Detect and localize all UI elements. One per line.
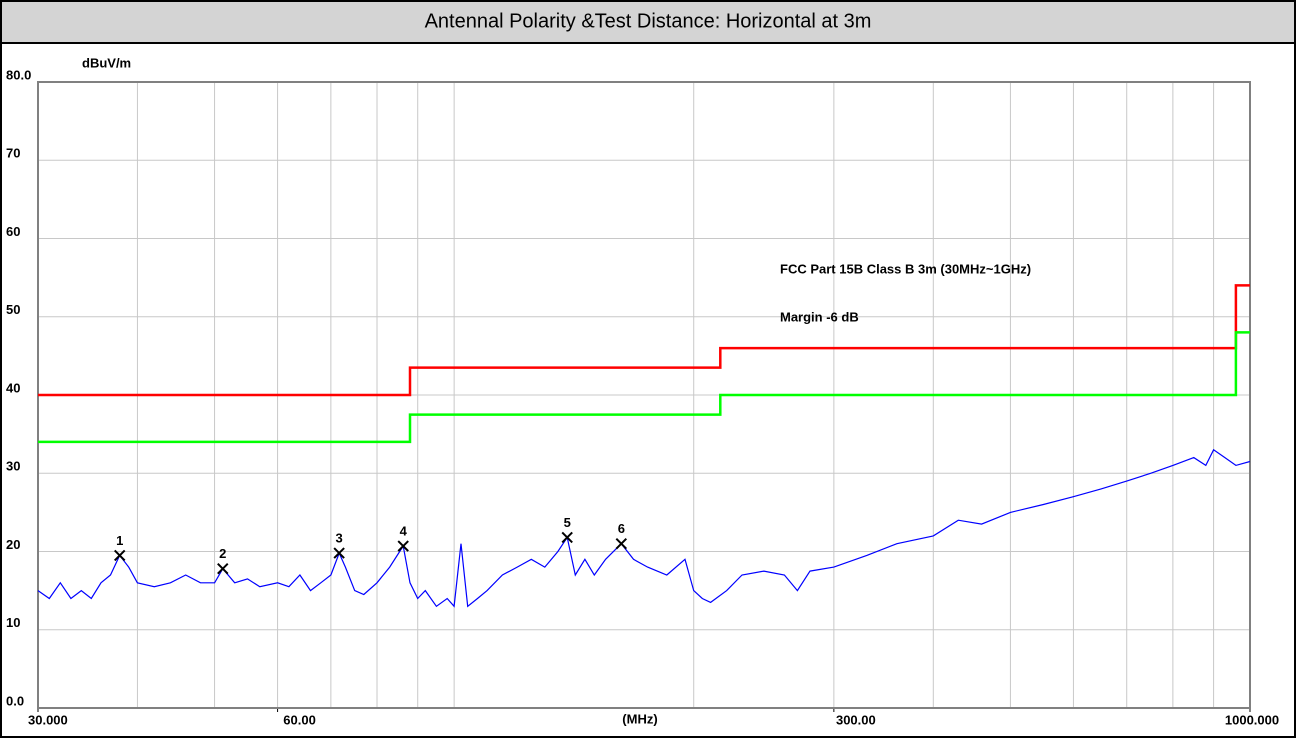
y-tick-label: 30 xyxy=(6,459,20,474)
chart-title: Antennal Polarity &Test Distance: Horizo… xyxy=(425,10,872,32)
x-tick-label: 60.00 xyxy=(283,712,316,727)
x-axis-label: (MHz) xyxy=(622,711,657,726)
x-tick-label: 30.000 xyxy=(28,712,68,727)
marker-label: 3 xyxy=(336,531,343,546)
y-tick-label: 40 xyxy=(6,380,20,395)
y-tick-label: 50 xyxy=(6,302,20,317)
y-tick-label: 10 xyxy=(6,615,20,630)
marker-label: 1 xyxy=(116,533,123,548)
y-tick-label: 0.0 xyxy=(6,693,24,708)
marker xyxy=(561,531,573,544)
marker xyxy=(217,563,229,575)
y-tick-label: 80.0 xyxy=(6,67,31,82)
series-line xyxy=(38,284,1250,397)
y-tick-label: 70 xyxy=(6,146,20,161)
y-tick-label: 20 xyxy=(6,537,20,552)
y-tick-label: 60 xyxy=(6,224,20,239)
title-bar xyxy=(0,0,1296,44)
marker-label: 4 xyxy=(400,523,408,538)
marker xyxy=(615,537,628,550)
series-line xyxy=(37,448,1251,608)
marker-label: 5 xyxy=(564,515,571,530)
x-tick-label: 1000.000 xyxy=(1225,712,1279,727)
legend-label: FCC Part 15B Class B 3m (30MHz~1GHz) xyxy=(780,261,1031,276)
x-tick-label: 300.00 xyxy=(836,712,876,727)
y-axis-label: dBuV/m xyxy=(82,55,131,70)
series-line xyxy=(38,331,1250,444)
marker-label: 2 xyxy=(219,546,226,561)
marker xyxy=(333,547,345,559)
marker xyxy=(113,549,126,562)
legend-label: Margin -6 dB xyxy=(780,309,859,324)
marker xyxy=(397,540,409,552)
marker-label: 6 xyxy=(618,521,625,536)
